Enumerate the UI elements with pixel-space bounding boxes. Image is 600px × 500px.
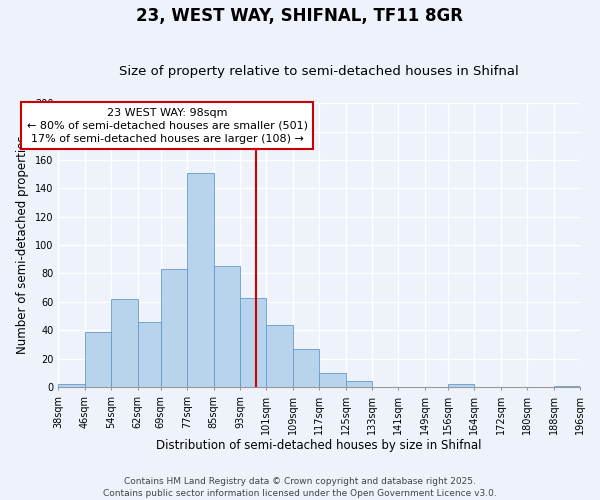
Bar [58, 384, 85, 387]
Text: Contains HM Land Registry data © Crown copyright and database right 2025.
Contai: Contains HM Land Registry data © Crown c… [103, 476, 497, 498]
Bar [187, 173, 214, 387]
X-axis label: Distribution of semi-detached houses by size in Shifnal: Distribution of semi-detached houses by … [157, 440, 482, 452]
Bar [346, 382, 372, 387]
Bar [319, 372, 346, 387]
Title: Size of property relative to semi-detached houses in Shifnal: Size of property relative to semi-detach… [119, 66, 519, 78]
Text: 23, WEST WAY, SHIFNAL, TF11 8GR: 23, WEST WAY, SHIFNAL, TF11 8GR [137, 8, 464, 26]
Bar [554, 386, 580, 387]
Bar [448, 384, 475, 387]
Bar [293, 348, 319, 387]
Bar [85, 332, 111, 387]
Bar [214, 266, 240, 387]
Bar [240, 298, 266, 387]
Bar [266, 324, 293, 387]
Bar [137, 322, 161, 387]
Bar [111, 299, 137, 387]
Y-axis label: Number of semi-detached properties: Number of semi-detached properties [16, 136, 29, 354]
Bar [161, 269, 187, 387]
Text: 23 WEST WAY: 98sqm
← 80% of semi-detached houses are smaller (501)
17% of semi-d: 23 WEST WAY: 98sqm ← 80% of semi-detache… [27, 108, 308, 144]
